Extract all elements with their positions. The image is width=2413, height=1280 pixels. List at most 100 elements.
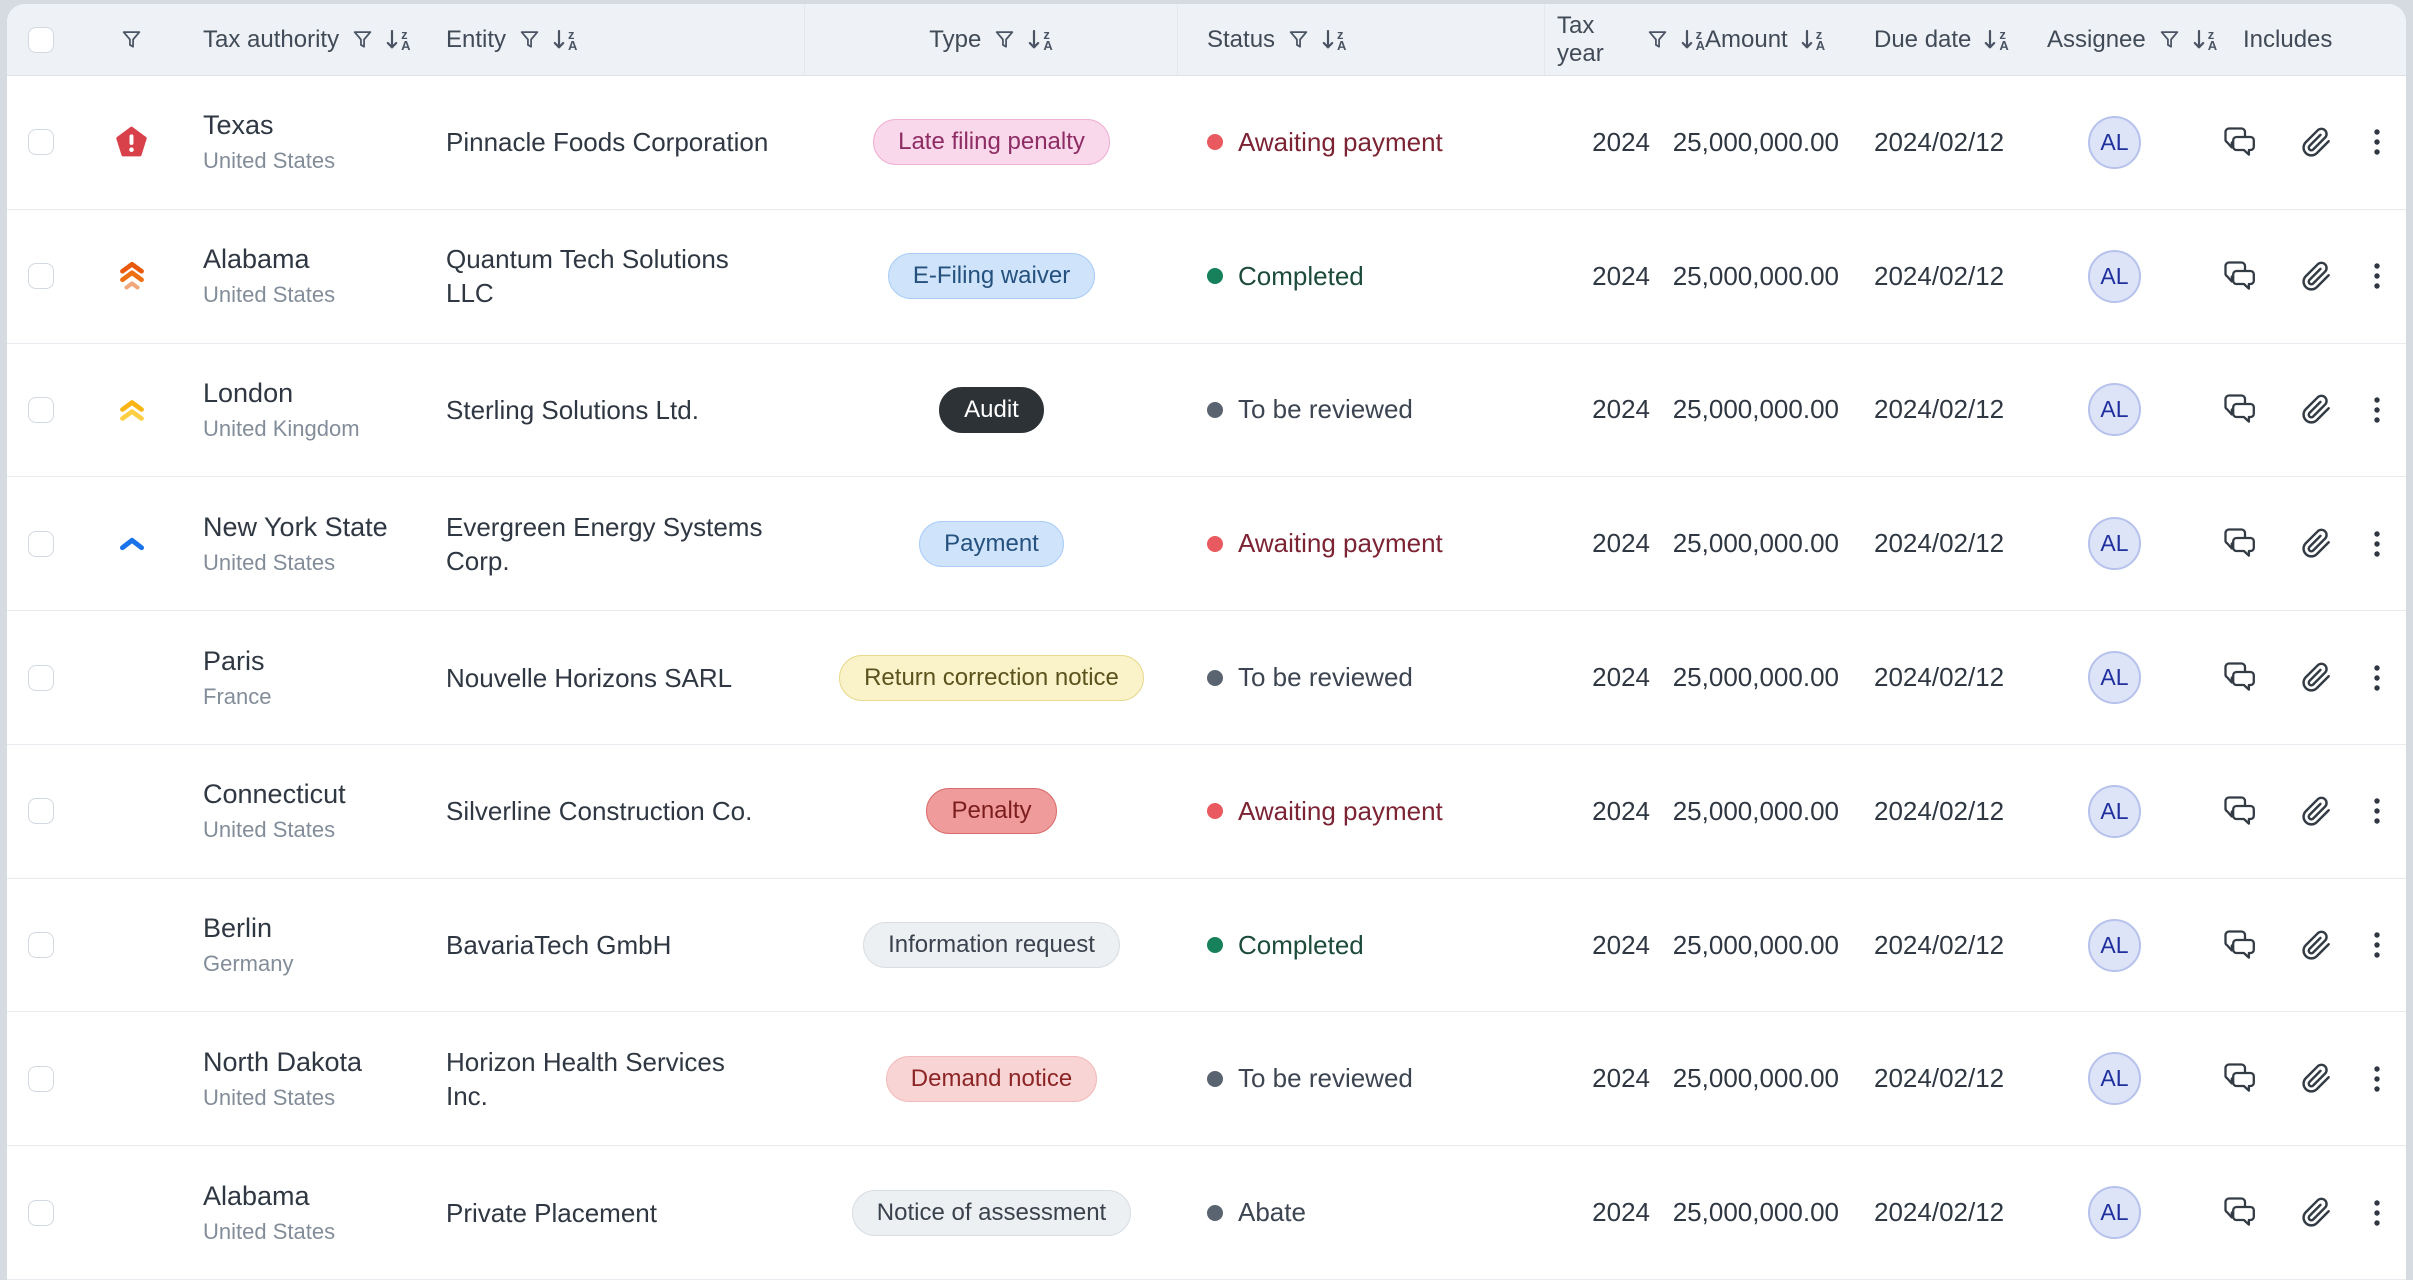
attachment-button[interactable]: [2301, 1197, 2332, 1228]
assignee-avatar[interactable]: AL: [2088, 784, 2141, 838]
assignee-avatar[interactable]: AL: [2088, 115, 2141, 169]
comments-button[interactable]: [2221, 929, 2259, 962]
row-checkbox[interactable]: [28, 396, 54, 423]
kebab-menu-icon: [2373, 1199, 2380, 1226]
row-menu-button[interactable]: [2373, 797, 2381, 825]
row-menu-button[interactable]: [2373, 664, 2381, 692]
table-row[interactable]: North Dakota United States Horizon Healt…: [7, 1012, 2406, 1147]
filter-icon[interactable]: [352, 29, 373, 50]
row-checkbox[interactable]: [28, 798, 54, 825]
filter-icon[interactable]: [994, 29, 1015, 50]
comments-button[interactable]: [2221, 126, 2259, 159]
table-row[interactable]: London United Kingdom Sterling Solutions…: [7, 343, 2406, 478]
table-row[interactable]: Alabama United States Private Placement …: [7, 1146, 2406, 1280]
row-checkbox[interactable]: [28, 1065, 54, 1092]
comments-button[interactable]: [2221, 393, 2259, 426]
assignee-avatar[interactable]: AL: [2088, 1052, 2141, 1106]
assignee-cell: AL: [2012, 76, 2217, 209]
row-checkbox[interactable]: [28, 1199, 54, 1226]
type-badge: Payment: [919, 520, 1064, 567]
attachment-button[interactable]: [2301, 261, 2332, 292]
row-checkbox[interactable]: [28, 530, 54, 557]
entity-cell: BavariaTech GmbH: [430, 879, 805, 1012]
filter-icon[interactable]: [519, 29, 540, 50]
row-menu-button[interactable]: [2373, 1199, 2381, 1227]
assignee-avatar[interactable]: AL: [2088, 249, 2141, 303]
status-label: To be reviewed: [1238, 394, 1413, 425]
comments-button[interactable]: [2221, 1196, 2259, 1229]
table-row[interactable]: Texas United States Pinnacle Foods Corpo…: [7, 76, 2406, 210]
assignee-avatar[interactable]: AL: [2088, 651, 2141, 705]
status-cell: To be reviewed: [1178, 344, 1545, 477]
row-checkbox[interactable]: [28, 932, 54, 959]
filter-icon[interactable]: [1288, 29, 1309, 50]
due-date-value: 2024/02/12: [1874, 126, 2005, 157]
attachment-button[interactable]: [2301, 930, 2332, 961]
attachment-button[interactable]: [2301, 394, 2332, 425]
comments-button[interactable]: [2221, 795, 2259, 828]
attachment-button[interactable]: [2301, 528, 2332, 559]
row-menu-button[interactable]: [2373, 931, 2381, 959]
table-row[interactable]: Berlin Germany BavariaTech GmbH Informat…: [7, 878, 2406, 1013]
row-menu-button[interactable]: [2373, 1065, 2381, 1093]
row-checkbox[interactable]: [28, 263, 54, 290]
attachment-button[interactable]: [2301, 662, 2332, 693]
table-row[interactable]: Paris France Nouvelle Horizons SARL Retu…: [7, 611, 2406, 745]
filter-icon[interactable]: [2159, 29, 2180, 50]
table-row[interactable]: Alabama United States Quantum Tech Solut…: [7, 209, 2406, 344]
due-date-cell: 2024/02/12: [1847, 1012, 2012, 1145]
type-cell: Payment: [805, 477, 1178, 610]
row-menu-button[interactable]: [2373, 396, 2381, 424]
row-select-cell: [7, 1012, 75, 1145]
type-badge: Penalty: [926, 788, 1057, 835]
comments-button[interactable]: [2221, 661, 2259, 694]
row-menu-button[interactable]: [2373, 262, 2381, 290]
comments-icon: [2224, 929, 2255, 959]
select-all-checkbox[interactable]: [28, 26, 54, 53]
kebab-menu-icon: [2373, 397, 2380, 423]
entity-name: Nouvelle Horizons SARL: [446, 662, 733, 693]
comments-button[interactable]: [2221, 527, 2259, 560]
low-priority-icon: [119, 537, 144, 550]
attachment-button[interactable]: [2301, 796, 2332, 827]
row-menu-button[interactable]: [2373, 530, 2381, 558]
attachment-button[interactable]: [2301, 1063, 2332, 1094]
assignee-avatar[interactable]: AL: [2088, 517, 2141, 571]
table-row[interactable]: New York State United States Evergreen E…: [7, 477, 2406, 612]
paperclip-icon: [2302, 127, 2330, 157]
table-row[interactable]: Connecticut United States Silverline Con…: [7, 744, 2406, 879]
assignee-avatar[interactable]: AL: [2088, 918, 2141, 972]
due-date-value: 2024/02/12: [1874, 260, 2005, 291]
amount-cell: 25,000,000.00: [1657, 210, 1847, 343]
tax-authority-cell: New York State United States: [188, 477, 430, 610]
row-menu-button[interactable]: [2373, 128, 2381, 156]
assignee-avatar[interactable]: AL: [2088, 1186, 2141, 1240]
entity-cell: Quantum Tech Solutions LLC: [430, 210, 805, 343]
filter-icon[interactable]: [1647, 29, 1668, 50]
filter-icon[interactable]: [121, 29, 142, 50]
row-checkbox[interactable]: [28, 129, 54, 156]
attachment-button[interactable]: [2301, 127, 2332, 158]
assignee-avatar[interactable]: AL: [2088, 383, 2141, 437]
paperclip-icon: [2302, 528, 2330, 558]
comments-button[interactable]: [2221, 1062, 2259, 1095]
row-checkbox[interactable]: [28, 664, 54, 691]
comments-button[interactable]: [2221, 260, 2259, 293]
status-dot: [1207, 535, 1223, 552]
